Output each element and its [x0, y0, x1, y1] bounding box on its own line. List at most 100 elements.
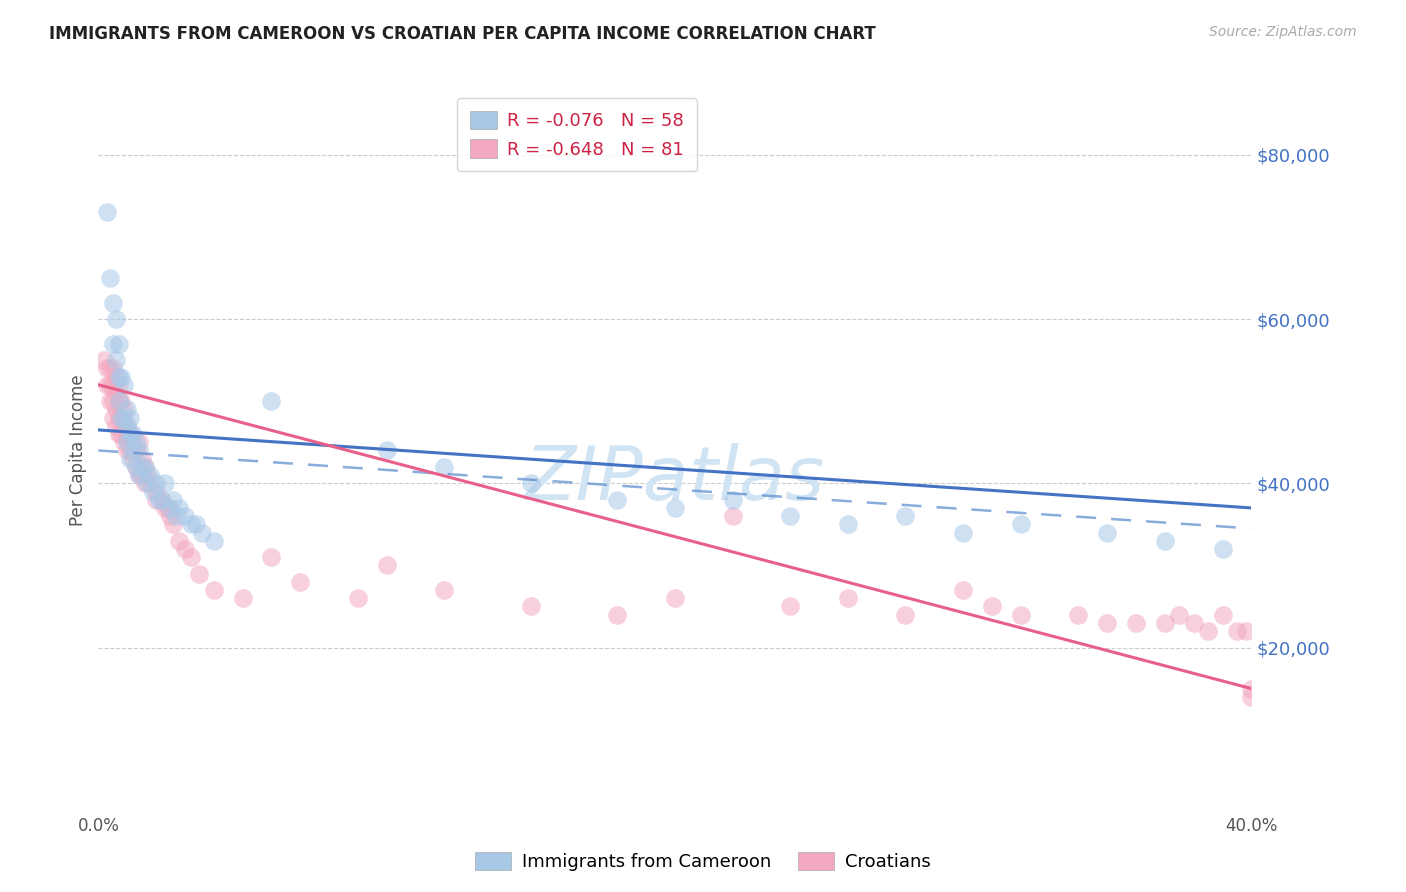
Point — [433, 582, 456, 597]
Point — [107, 427, 129, 442]
Point — [156, 500, 179, 515]
Point — [1125, 615, 1147, 630]
Point — [134, 476, 156, 491]
Point — [606, 607, 628, 622]
Point — [1182, 615, 1205, 630]
Text: ZIPatlas: ZIPatlas — [524, 443, 825, 516]
Point — [131, 468, 153, 483]
Point — [153, 500, 176, 515]
Point — [1154, 533, 1177, 548]
Point — [952, 582, 974, 597]
Point — [112, 410, 135, 425]
Point — [142, 484, 165, 499]
Point — [520, 476, 543, 491]
Point — [128, 468, 150, 483]
Point — [150, 492, 173, 507]
Point — [120, 443, 142, 458]
Point — [231, 591, 254, 606]
Point — [1212, 607, 1234, 622]
Point — [162, 492, 184, 507]
Point — [202, 582, 225, 597]
Point — [98, 377, 121, 392]
Point — [101, 361, 124, 376]
Point — [104, 369, 127, 384]
Point — [136, 468, 159, 483]
Point — [837, 591, 859, 606]
Point — [104, 312, 127, 326]
Point — [104, 418, 127, 433]
Point — [186, 517, 208, 532]
Point — [136, 476, 159, 491]
Point — [131, 459, 153, 474]
Point — [107, 394, 129, 409]
Point — [120, 410, 142, 425]
Point — [1097, 615, 1119, 630]
Point — [162, 517, 184, 532]
Point — [120, 427, 142, 442]
Point — [159, 500, 181, 515]
Point — [128, 435, 150, 450]
Point — [894, 607, 917, 622]
Point — [117, 427, 139, 442]
Point — [112, 377, 135, 392]
Point — [159, 509, 181, 524]
Point — [110, 410, 132, 425]
Point — [375, 558, 398, 573]
Point — [107, 377, 129, 392]
Point — [120, 427, 142, 442]
Point — [346, 591, 368, 606]
Point — [1226, 624, 1249, 639]
Point — [188, 566, 211, 581]
Point — [110, 394, 132, 409]
Point — [180, 550, 202, 565]
Point — [107, 369, 129, 384]
Point — [128, 443, 150, 458]
Point — [260, 550, 283, 565]
Point — [125, 459, 148, 474]
Point — [260, 394, 283, 409]
Point — [1154, 615, 1177, 630]
Point — [107, 394, 129, 409]
Point — [98, 394, 121, 409]
Point — [122, 435, 145, 450]
Legend: Immigrants from Cameroon, Croatians: Immigrants from Cameroon, Croatians — [468, 845, 938, 879]
Point — [1168, 607, 1191, 622]
Point — [134, 459, 156, 474]
Point — [174, 509, 197, 524]
Point — [779, 509, 801, 524]
Point — [112, 418, 135, 433]
Point — [721, 492, 744, 507]
Point — [125, 435, 148, 450]
Point — [167, 500, 190, 515]
Text: IMMIGRANTS FROM CAMEROON VS CROATIAN PER CAPITA INCOME CORRELATION CHART: IMMIGRANTS FROM CAMEROON VS CROATIAN PER… — [49, 25, 876, 43]
Point — [101, 336, 124, 351]
Point — [145, 484, 167, 499]
Legend: R = -0.076   N = 58, R = -0.648   N = 81: R = -0.076 N = 58, R = -0.648 N = 81 — [457, 98, 697, 171]
Point — [112, 435, 135, 450]
Point — [153, 476, 176, 491]
Point — [894, 509, 917, 524]
Point — [174, 541, 197, 556]
Point — [837, 517, 859, 532]
Point — [122, 443, 145, 458]
Point — [191, 525, 214, 540]
Point — [125, 459, 148, 474]
Point — [1010, 607, 1032, 622]
Point — [117, 418, 139, 433]
Point — [520, 599, 543, 614]
Point — [148, 492, 170, 507]
Point — [145, 492, 167, 507]
Point — [180, 517, 202, 532]
Text: Source: ZipAtlas.com: Source: ZipAtlas.com — [1209, 25, 1357, 39]
Point — [1097, 525, 1119, 540]
Point — [101, 394, 124, 409]
Point — [101, 295, 124, 310]
Point — [101, 377, 124, 392]
Point — [1197, 624, 1219, 639]
Point — [112, 402, 135, 417]
Point — [779, 599, 801, 614]
Point — [120, 451, 142, 466]
Point — [96, 377, 118, 392]
Point — [104, 402, 127, 417]
Point — [1067, 607, 1090, 622]
